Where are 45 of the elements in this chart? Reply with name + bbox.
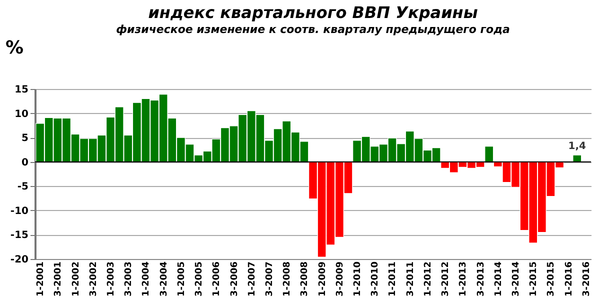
- x-tick-label: 1-2014: [494, 262, 504, 297]
- x-tick-label: 3-2005: [194, 262, 205, 297]
- x-tick-label: 1-2016: [564, 262, 574, 297]
- x-tick-label: 1-2001: [36, 262, 46, 297]
- bar: [572, 154, 582, 162]
- x-tick-label: 1-2012: [423, 262, 434, 297]
- x-tick-label: 1-2015: [529, 262, 540, 297]
- x-tick-label: 3-2007: [264, 262, 275, 297]
- x-tick-label: 1-2007: [247, 262, 258, 297]
- y-tick-label: 0: [22, 157, 29, 168]
- x-tick-label: 3-2008: [300, 262, 310, 297]
- x-tick-label: 1-2004: [142, 262, 152, 297]
- y-tick-label: 5: [22, 133, 29, 144]
- data-label: 1,4: [568, 141, 586, 152]
- x-tick-label: 3-2015: [546, 262, 557, 297]
- chart-title: индекс квартального ВВП Украины: [148, 3, 478, 22]
- x-tick-label: 3-2016: [582, 262, 592, 297]
- y-tick-label: -15: [10, 230, 29, 242]
- x-tick-label: 1-2002: [71, 262, 82, 297]
- x-tick-label: 1-2009: [318, 262, 328, 297]
- y-tick-label: -20: [10, 254, 29, 266]
- chart-subtitle: физическое изменение к соотв. кварталу предыдущего года: [116, 23, 510, 36]
- x-tick-label: 3-2004: [159, 262, 170, 297]
- y-tick-label: -10: [10, 206, 29, 217]
- x-tick-label: 3-2002: [88, 262, 99, 297]
- x-tick-label: 3-2003: [124, 262, 134, 297]
- y-tick-label: 10: [14, 108, 29, 120]
- x-tick-label: 3-2009: [335, 262, 346, 297]
- x-tick-label: 3-2010: [370, 262, 381, 297]
- x-tick-label: 1-2005: [176, 262, 187, 297]
- x-tick-label: 3-2014: [512, 262, 522, 297]
- x-tick-label: 1-2010: [353, 262, 364, 297]
- x-tick-label: 1-2011: [388, 262, 398, 297]
- x-tick-label: 1-2008: [282, 262, 293, 297]
- x-tick-label: 3-2001: [54, 262, 64, 297]
- x-tick-label: 1-2006: [212, 262, 222, 297]
- x-tick-label: 3-2013: [476, 262, 486, 297]
- x-tick-label: 3-2011: [406, 262, 416, 297]
- y-axis-title: %: [6, 38, 24, 58]
- y-tick-label: 15: [14, 84, 29, 96]
- x-tick-label: 1-2013: [458, 262, 469, 297]
- x-tick-label: 1-2003: [106, 262, 116, 297]
- x-tick-label: 3-2006: [230, 262, 240, 297]
- y-tick-label: -5: [17, 182, 29, 193]
- x-tick-label: 3-2012: [441, 262, 452, 297]
